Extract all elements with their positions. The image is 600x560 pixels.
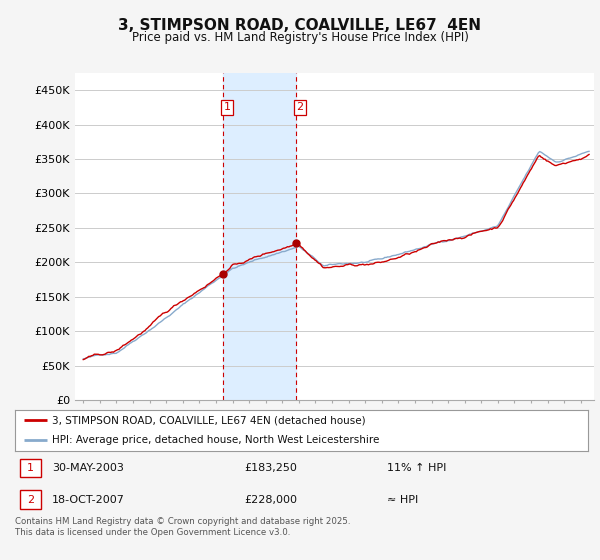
Text: 30-MAY-2003: 30-MAY-2003: [52, 463, 124, 473]
Text: 11% ↑ HPI: 11% ↑ HPI: [388, 463, 447, 473]
Text: 3, STIMPSON ROAD, COALVILLE, LE67  4EN: 3, STIMPSON ROAD, COALVILLE, LE67 4EN: [119, 18, 482, 33]
FancyBboxPatch shape: [20, 459, 41, 477]
Text: 3, STIMPSON ROAD, COALVILLE, LE67 4EN (detached house): 3, STIMPSON ROAD, COALVILLE, LE67 4EN (d…: [52, 415, 366, 425]
Text: £228,000: £228,000: [244, 494, 297, 505]
Text: 2: 2: [27, 494, 34, 505]
Bar: [223, 73, 296, 400]
Text: ≈ HPI: ≈ HPI: [388, 494, 419, 505]
FancyBboxPatch shape: [20, 491, 41, 508]
Text: £183,250: £183,250: [244, 463, 297, 473]
Text: Contains HM Land Registry data © Crown copyright and database right 2025.
This d: Contains HM Land Registry data © Crown c…: [15, 517, 350, 537]
Text: 1: 1: [27, 463, 34, 473]
Text: 2: 2: [296, 102, 304, 113]
Text: HPI: Average price, detached house, North West Leicestershire: HPI: Average price, detached house, Nort…: [52, 435, 380, 445]
Text: 18-OCT-2007: 18-OCT-2007: [52, 494, 125, 505]
Text: Price paid vs. HM Land Registry's House Price Index (HPI): Price paid vs. HM Land Registry's House …: [131, 31, 469, 44]
Text: 1: 1: [224, 102, 230, 113]
